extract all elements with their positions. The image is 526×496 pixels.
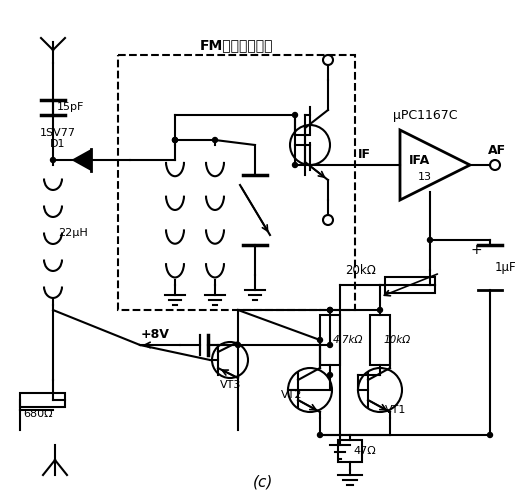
- Text: VT2: VT2: [281, 390, 303, 400]
- Text: μPC1167C: μPC1167C: [393, 109, 457, 122]
- Circle shape: [50, 158, 56, 163]
- Circle shape: [328, 372, 332, 377]
- Text: FM高频放大电路: FM高频放大电路: [200, 38, 273, 52]
- Bar: [338, 440, 362, 462]
- Bar: [20, 393, 65, 407]
- Text: D1: D1: [50, 139, 66, 149]
- Circle shape: [292, 163, 298, 168]
- Text: +: +: [470, 243, 482, 257]
- Text: 10kΩ: 10kΩ: [383, 335, 410, 345]
- Circle shape: [213, 137, 217, 142]
- Bar: [118, 55, 355, 310]
- Text: 13: 13: [418, 172, 432, 182]
- Text: 20kΩ: 20kΩ: [345, 263, 376, 276]
- Text: (c): (c): [253, 475, 273, 490]
- Circle shape: [328, 308, 332, 312]
- Bar: [370, 315, 390, 365]
- Circle shape: [318, 337, 322, 343]
- Text: 47Ω: 47Ω: [353, 446, 376, 456]
- Text: IF: IF: [358, 148, 371, 162]
- Text: 15pF: 15pF: [57, 103, 84, 113]
- Text: 1SV77: 1SV77: [40, 128, 76, 138]
- Circle shape: [328, 343, 332, 348]
- Circle shape: [378, 308, 382, 312]
- Circle shape: [173, 137, 177, 142]
- Circle shape: [318, 433, 322, 437]
- Text: 22μH: 22μH: [58, 228, 88, 238]
- Circle shape: [328, 308, 332, 312]
- Text: IFA: IFA: [409, 153, 431, 167]
- Circle shape: [236, 343, 240, 348]
- Circle shape: [173, 137, 177, 142]
- Text: 680Ω: 680Ω: [23, 409, 53, 419]
- Text: 4.7kΩ: 4.7kΩ: [333, 335, 363, 345]
- Circle shape: [292, 113, 298, 118]
- Text: +8V: +8V: [140, 328, 169, 342]
- Bar: [385, 277, 435, 293]
- Circle shape: [428, 238, 432, 243]
- Text: VT3: VT3: [220, 380, 241, 390]
- Text: 1μF: 1μF: [495, 261, 517, 274]
- Polygon shape: [73, 150, 91, 170]
- Text: AF: AF: [488, 143, 506, 157]
- Circle shape: [488, 433, 492, 437]
- Text: VT1: VT1: [385, 405, 407, 415]
- Bar: [320, 315, 340, 365]
